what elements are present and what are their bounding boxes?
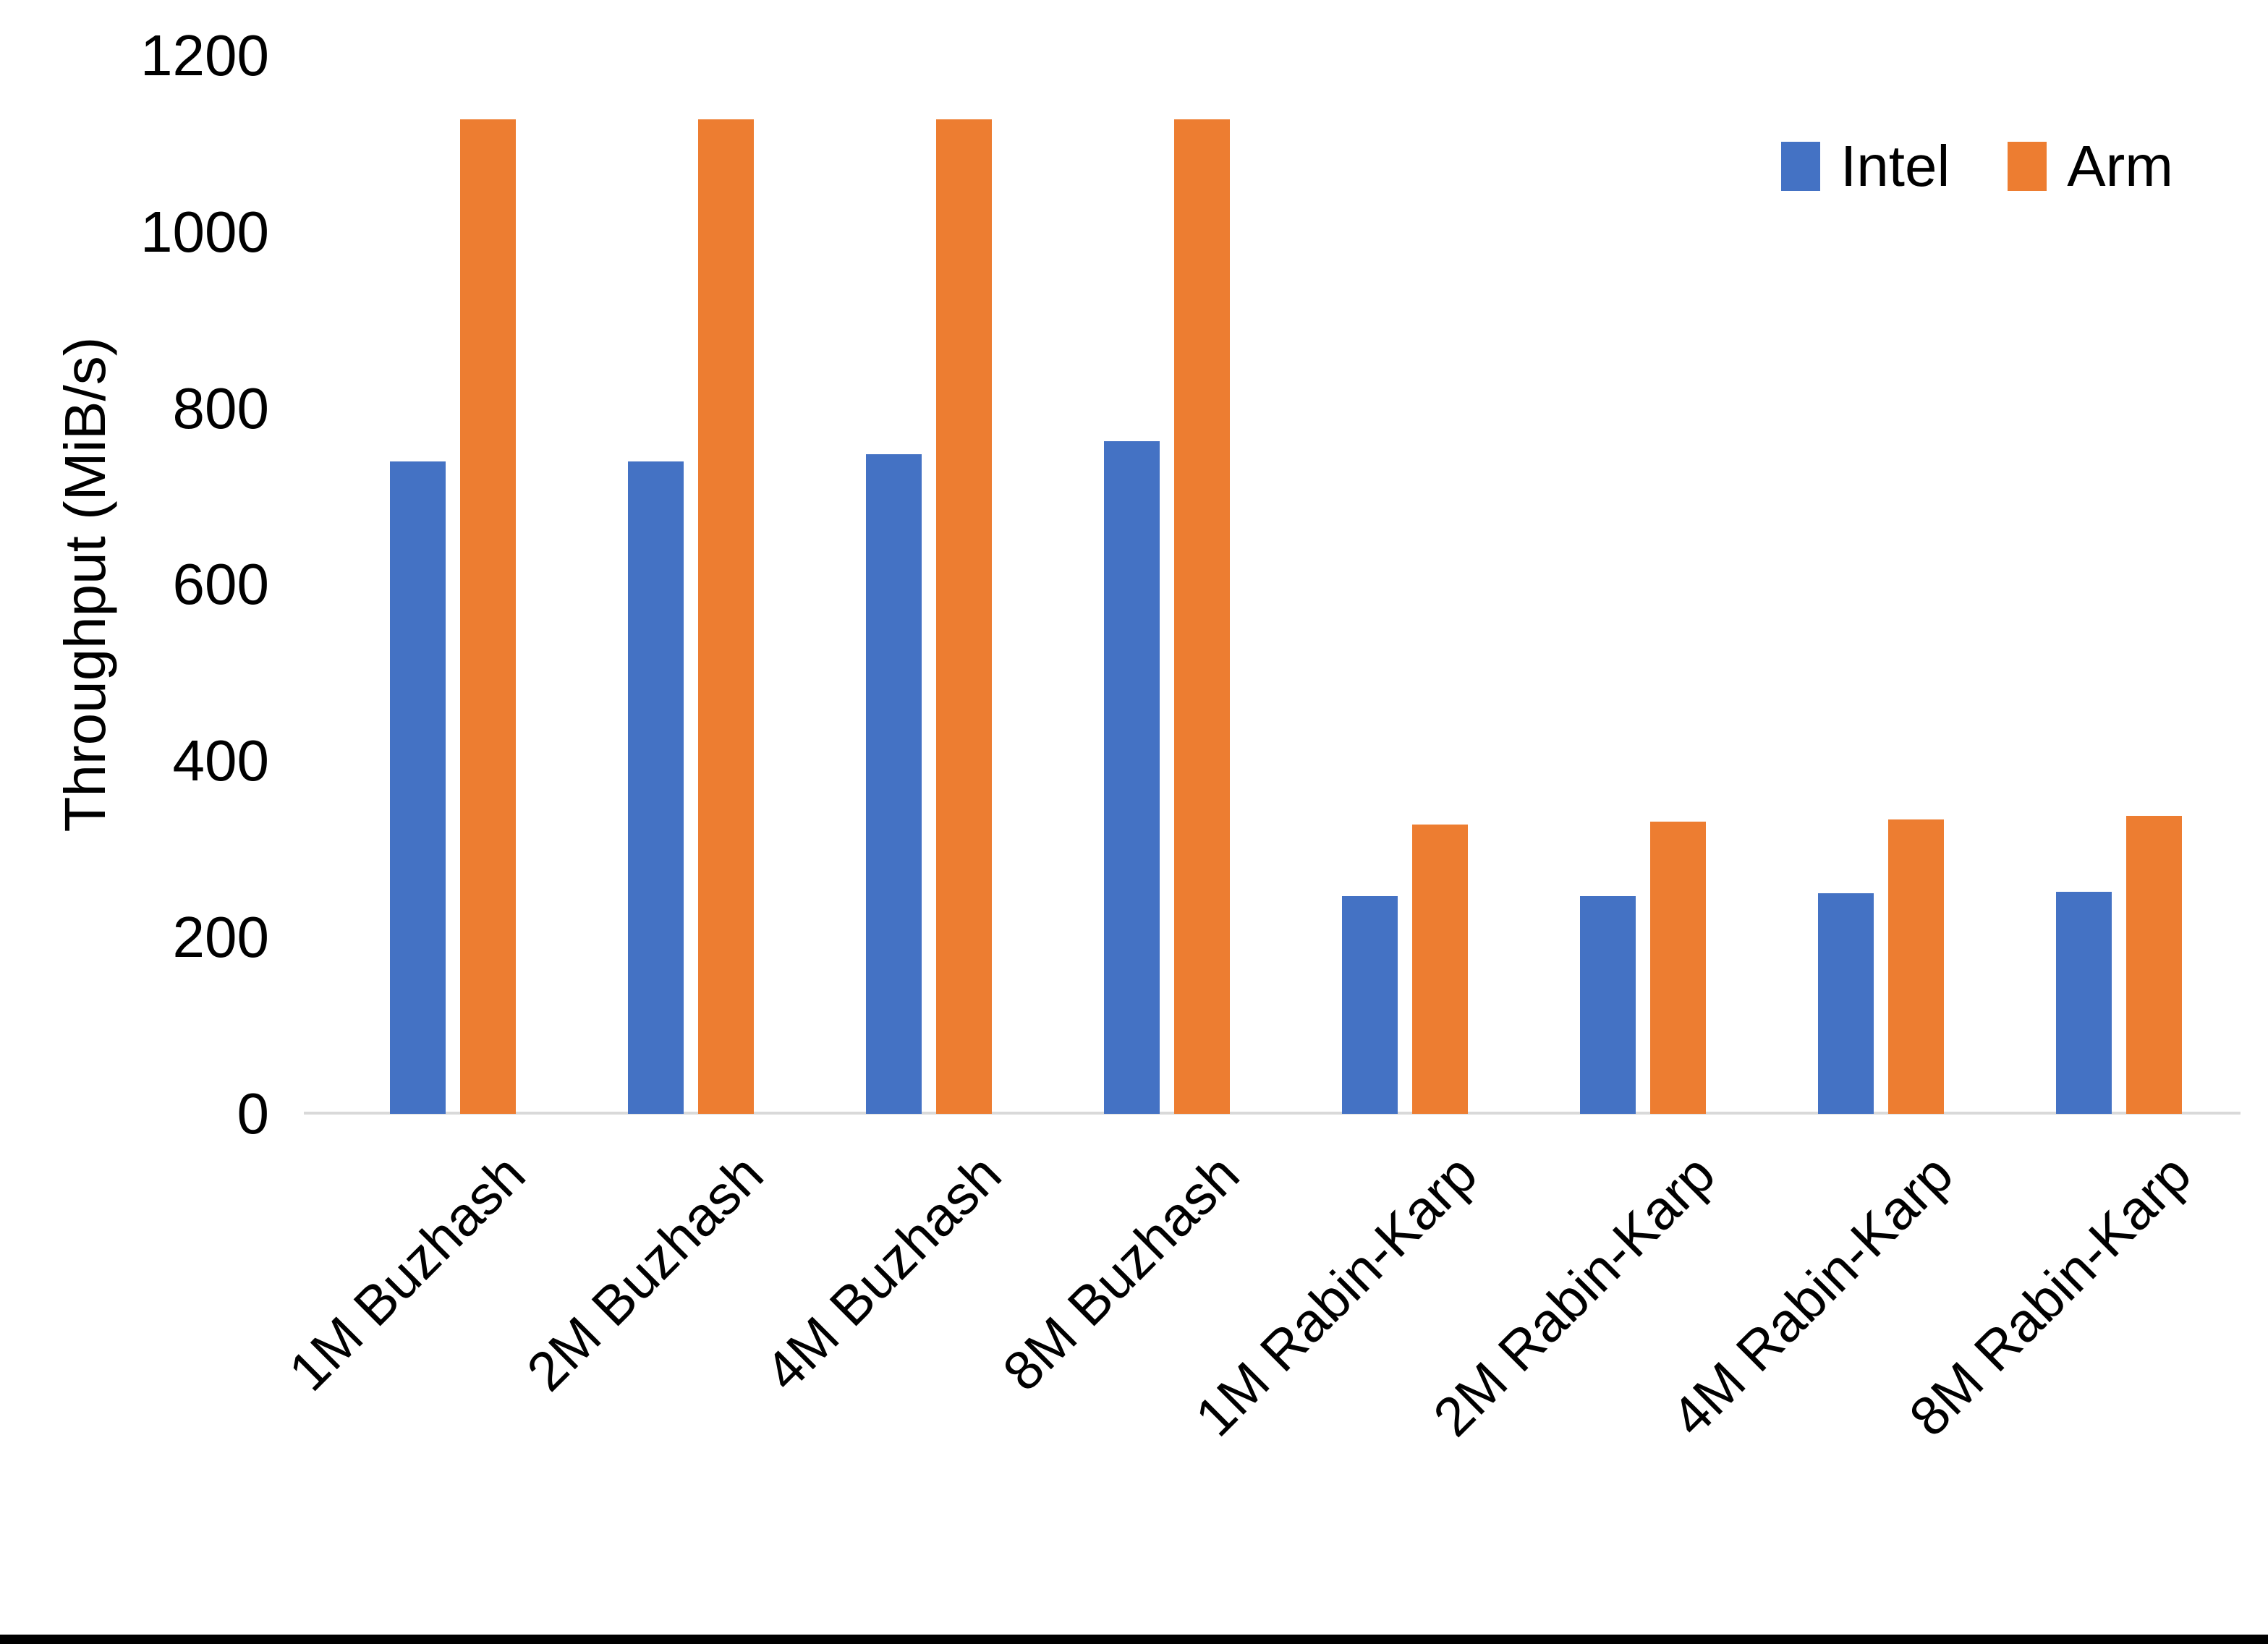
bar-intel-8m-rabin-karp — [2056, 892, 2112, 1114]
x-tick-label-2m-buzhash: 2M Buzhash — [515, 1143, 775, 1403]
legend-label-arm: Arm — [2067, 134, 2173, 198]
bar-intel-2m-buzhash — [628, 461, 684, 1114]
bar-intel-2m-rabin-karp — [1580, 896, 1636, 1114]
y-tick-label-600: 600 — [172, 552, 269, 617]
bar-intel-4m-rabin-karp — [1818, 893, 1874, 1114]
screenshot-bottom-border — [0, 1635, 2268, 1644]
bar-arm-1m-buzhash — [460, 119, 516, 1114]
legend-swatch-intel — [1781, 142, 1820, 191]
bar-arm-2m-buzhash — [698, 119, 754, 1114]
x-tick-label-1m-buzhash: 1M Buzhash — [276, 1143, 537, 1403]
bar-arm-8m-rabin-karp — [2126, 816, 2182, 1114]
bar-arm-1m-rabin-karp — [1412, 825, 1468, 1114]
legend-item-arm: Arm — [2008, 137, 2173, 195]
x-tick-label-4m-buzhash: 4M Buzhash — [753, 1143, 1013, 1403]
y-tick-label-1200: 1200 — [140, 22, 269, 88]
y-tick-label-0: 0 — [237, 1081, 270, 1146]
bar-arm-2m-rabin-karp — [1650, 822, 1706, 1114]
bar-intel-1m-rabin-karp — [1342, 896, 1398, 1114]
bar-intel-4m-buzhash — [866, 454, 922, 1114]
x-tick-label-8m-buzhash: 8M Buzhash — [991, 1143, 1252, 1403]
bar-intel-8m-buzhash — [1104, 441, 1160, 1114]
bar-arm-4m-rabin-karp — [1888, 819, 1944, 1114]
legend-swatch-arm — [2008, 142, 2047, 191]
y-tick-label-400: 400 — [172, 728, 269, 793]
legend-label-intel: Intel — [1840, 134, 1950, 198]
bar-arm-4m-buzhash — [936, 119, 992, 1114]
legend-item-intel: Intel — [1781, 137, 1950, 195]
y-tick-label-200: 200 — [172, 905, 269, 970]
bar-intel-1m-buzhash — [390, 461, 446, 1114]
y-tick-label-1000: 1000 — [140, 199, 269, 264]
chart-legend: Intel Arm — [1781, 137, 2173, 195]
x-axis-line — [304, 1112, 2241, 1115]
y-tick-label-800: 800 — [172, 375, 269, 440]
bar-arm-8m-buzhash — [1174, 119, 1230, 1114]
